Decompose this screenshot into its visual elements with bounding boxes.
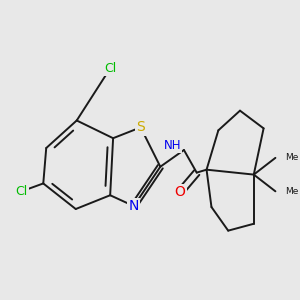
Text: Me: Me bbox=[285, 153, 298, 162]
Text: O: O bbox=[175, 185, 185, 199]
Text: NH: NH bbox=[164, 139, 181, 152]
Text: Cl: Cl bbox=[16, 185, 28, 198]
Text: S: S bbox=[136, 120, 145, 134]
Text: Me: Me bbox=[285, 187, 298, 196]
Text: N: N bbox=[129, 199, 139, 213]
Text: Cl: Cl bbox=[104, 62, 116, 75]
